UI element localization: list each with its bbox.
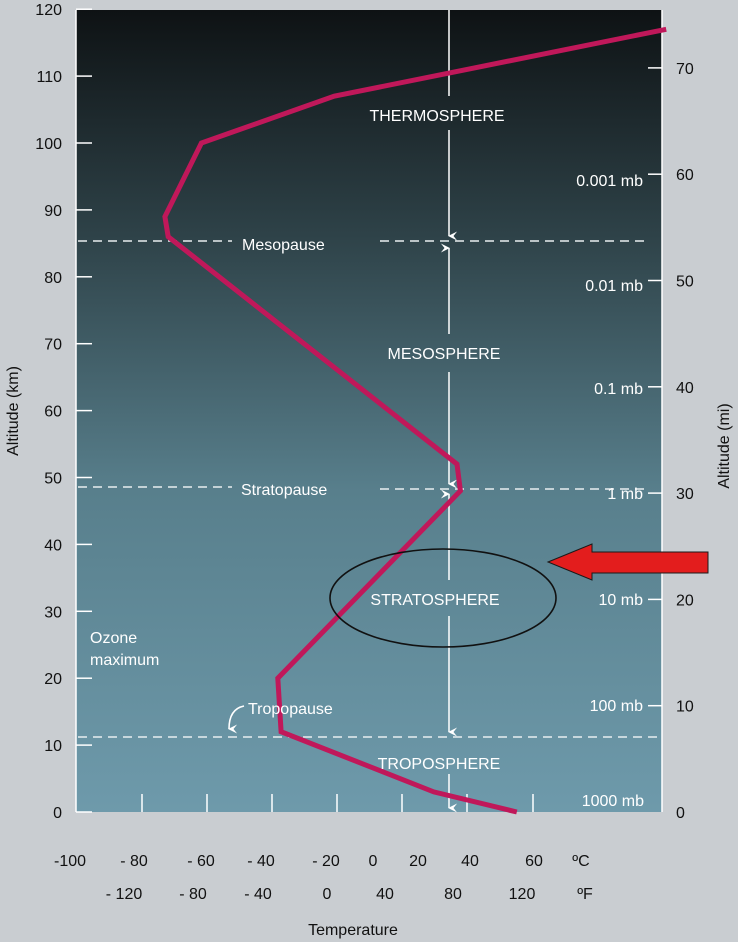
pressure-label: 10 mb (599, 592, 644, 609)
troposphere-label: TROPOSPHERE (378, 756, 501, 773)
bottom-axis-title: Temperature (308, 922, 398, 939)
pressure-label: 0.1 mb (594, 381, 643, 398)
tropopause-pointer-icon (228, 705, 245, 734)
celsius-scale: -100 - 80 - 60 - 40 - 20 0 20 40 60 (54, 853, 543, 870)
mi-tick-label: 40 (676, 380, 694, 397)
celsius-tick-label: - 40 (247, 853, 275, 870)
celsius-tick-label: 60 (525, 853, 543, 870)
km-tick-label: 90 (44, 203, 62, 220)
fahrenheit-unit: ºF (577, 886, 593, 903)
km-tick-label: 60 (44, 404, 62, 421)
fahrenheit-tick-label: - 40 (244, 886, 272, 903)
celsius-tick-label: 20 (409, 853, 427, 870)
celsius-tick-label: -100 (54, 853, 86, 870)
pressure-label: 100 mb (590, 698, 643, 715)
km-tick-label: 0 (53, 805, 62, 822)
fahrenheit-tick-label: 40 (376, 886, 394, 903)
left-axis: 0 10 20 30 40 50 60 70 80 90 100 110 120 (35, 2, 92, 822)
stratosphere-highlight-ellipse (329, 548, 557, 648)
mi-tick-label: 70 (676, 61, 694, 78)
mesopause-label: Mesopause (242, 237, 325, 254)
fahrenheit-tick-label: 0 (323, 886, 332, 903)
ozone-label-line-1: Ozone (90, 630, 137, 647)
left-axis-title: Altitude (km) (5, 366, 22, 456)
stratosphere-label: STRATOSPHERE (370, 592, 499, 609)
km-tick-label: 30 (44, 604, 62, 621)
right-axis: 0 10 20 30 40 50 60 70 0.001 mb 0.01 mb 0.1 mb 1 m… (576, 10, 694, 822)
km-tick-label: 20 (44, 671, 62, 688)
km-tick-label: 80 (44, 270, 62, 287)
mi-tick-label: 50 (676, 274, 694, 291)
km-tick-label: 110 (36, 69, 62, 86)
celsius-tick-label: - 60 (187, 853, 215, 870)
temperature-curve (162, 26, 667, 815)
fahrenheit-tick-label: - 80 (179, 886, 207, 903)
fahrenheit-tick-label: - 120 (106, 886, 143, 903)
fahrenheit-tick-label: 120 (509, 886, 536, 903)
celsius-tick-label: 40 (461, 853, 479, 870)
pressure-label: 1000 mb (582, 793, 644, 810)
km-tick-label: 70 (44, 337, 62, 354)
ozone-label-line-2: maximum (90, 652, 159, 669)
fahrenheit-tick-label: 80 (444, 886, 462, 903)
temperature-tick-marks (141, 794, 534, 812)
km-tick-label: 10 (44, 738, 62, 755)
km-tick-label: 40 (44, 537, 62, 554)
km-tick-label: 100 (35, 136, 62, 153)
km-tick-label: 50 (44, 471, 62, 488)
fahrenheit-scale: - 120 - 80 - 40 0 40 80 120 (106, 886, 536, 903)
pressure-label: 0.01 mb (585, 278, 643, 295)
celsius-tick-label: - 80 (120, 853, 148, 870)
celsius-tick-label: 0 (369, 853, 378, 870)
pressure-label: 0.001 mb (576, 173, 643, 190)
mi-tick-label: 30 (676, 486, 694, 503)
celsius-tick-label: - 20 (312, 853, 340, 870)
km-tick-label: 120 (35, 2, 62, 19)
tropopause-label: Tropopause (248, 701, 333, 718)
boundary-lines (78, 240, 662, 738)
mi-tick-label: 0 (676, 805, 685, 822)
ozone-label: Ozone maximum (90, 630, 159, 669)
pressure-label: 1 mb (607, 486, 643, 503)
mi-tick-label: 10 (676, 699, 694, 716)
red-pointer-arrow (546, 543, 709, 581)
right-axis-title: Altitude (mi) (716, 403, 733, 488)
mi-tick-label: 20 (676, 592, 694, 609)
stratopause-label: Stratopause (241, 482, 327, 499)
celsius-unit: ºC (572, 853, 589, 870)
mi-tick-label: 60 (676, 167, 694, 184)
thermosphere-label: THERMOSPHERE (369, 108, 504, 125)
mesosphere-label: MESOSPHERE (388, 346, 501, 363)
plot-area (76, 10, 662, 812)
